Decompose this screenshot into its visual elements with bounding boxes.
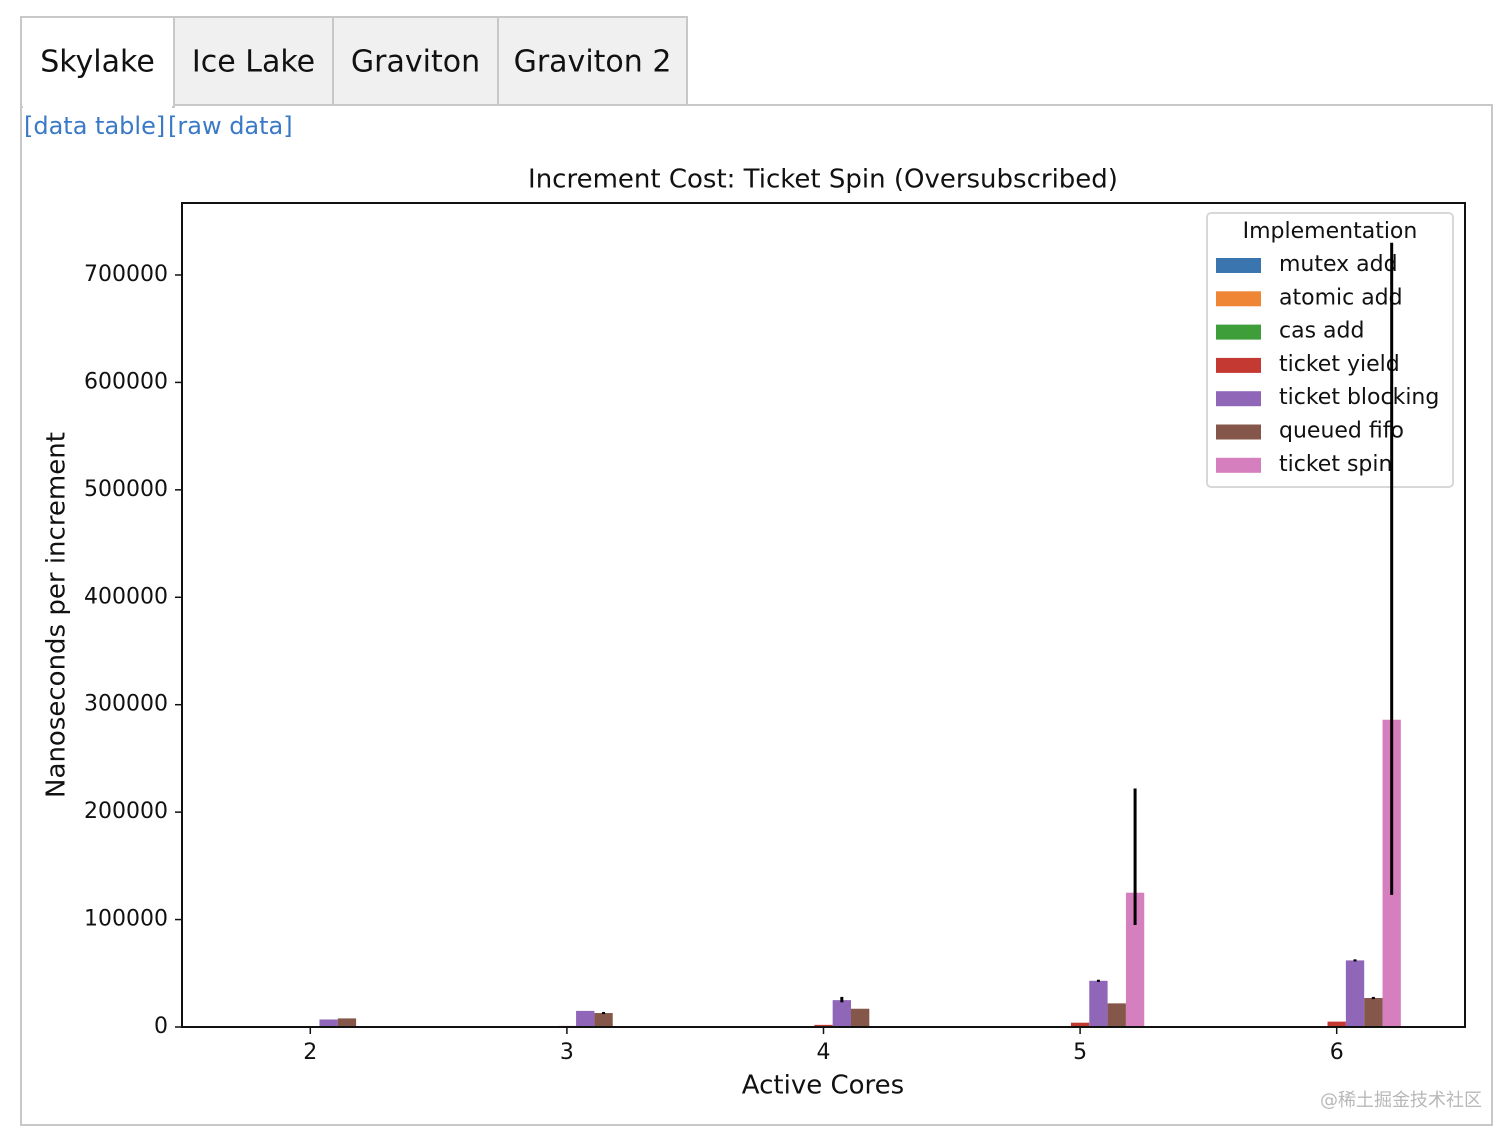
x-tick-label: 3 (560, 1040, 574, 1065)
legend-label: mutex add (1279, 252, 1398, 277)
y-tick-label: 600000 (84, 369, 168, 394)
bar (337, 1018, 357, 1027)
tab-label[interactable]: Graviton (351, 45, 480, 80)
bar (576, 1010, 595, 1027)
legend-swatch (1216, 457, 1261, 473)
legend-label: atomic add (1279, 285, 1403, 310)
y-tick-label: 0 (154, 1014, 168, 1039)
legend-label: ticket yield (1279, 352, 1400, 377)
legend-swatch (1216, 391, 1261, 407)
y-tick-label: 700000 (84, 262, 168, 287)
legend-label: queued fifo (1279, 419, 1404, 444)
legend-label: ticket blocking (1279, 385, 1439, 410)
tab-label[interactable]: Skylake (40, 45, 155, 80)
tab-label[interactable]: Graviton 2 (514, 45, 672, 80)
legend-swatch (1216, 291, 1261, 307)
bar (1089, 980, 1108, 1027)
y-tick-label: 100000 (84, 907, 168, 932)
legend-title: Implementation (1243, 219, 1418, 244)
tab[interactable] (173, 16, 334, 106)
link[interactable]: [data table] (24, 112, 165, 140)
tab-label[interactable]: Ice Lake (192, 45, 315, 80)
y-tick-label: 300000 (84, 692, 168, 717)
x-axis-label: Active Cores (742, 1071, 904, 1101)
bar (814, 1024, 833, 1027)
bar (1327, 1021, 1346, 1027)
legend-swatch (1216, 258, 1261, 273)
legend-swatch (1216, 357, 1261, 373)
y-tick-label: 400000 (84, 584, 168, 609)
chart-title: Increment Cost: Ticket Spin (Oversubscri… (528, 165, 1118, 195)
y-tick-label: 200000 (84, 799, 168, 824)
x-tick-label: 4 (817, 1040, 831, 1065)
link[interactable]: [raw data] (168, 112, 293, 140)
bar (1070, 1022, 1090, 1027)
tab[interactable] (497, 16, 688, 106)
bar (594, 1013, 613, 1027)
bar (850, 1008, 870, 1027)
tab[interactable] (20, 16, 175, 108)
x-tick-label: 5 (1073, 1040, 1087, 1065)
watermark: @稀土掘金技术社区 (1320, 1090, 1482, 1111)
plot-frame (181, 202, 1466, 1028)
legend-label: ticket spin (1279, 452, 1392, 477)
bar (1107, 1003, 1126, 1027)
legend-label: cas add (1279, 319, 1364, 344)
bar (1364, 997, 1383, 1027)
y-axis-label: Nanoseconds per increment (42, 432, 72, 798)
x-tick-label: 6 (1330, 1040, 1344, 1065)
tab-cover (23, 100, 172, 108)
x-tick-label: 2 (303, 1040, 317, 1065)
tab-bar: Skylake Ice Lake Graviton Graviton 2 (20, 16, 688, 108)
legend-swatch (1216, 324, 1261, 340)
bar (319, 1019, 338, 1027)
y-tick-label: 500000 (84, 477, 168, 502)
bar (832, 1000, 851, 1027)
bar (1125, 892, 1145, 1027)
bar (1345, 960, 1365, 1027)
legend-swatch (1216, 424, 1261, 440)
